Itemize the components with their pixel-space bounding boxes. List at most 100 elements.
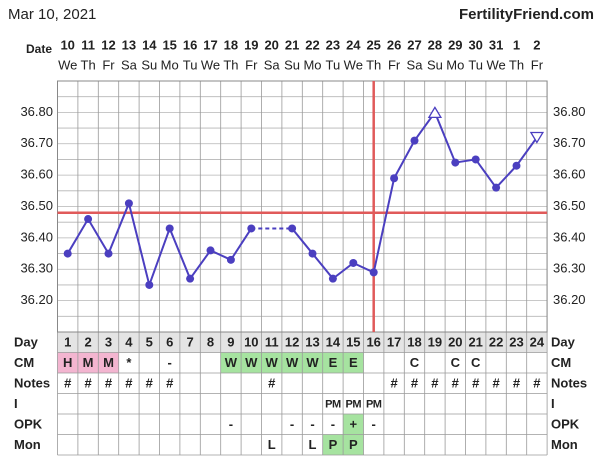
weekday-label: Fr [388, 57, 401, 72]
weekday-label: Th [81, 57, 96, 72]
weekday-label: Fr [102, 57, 115, 72]
row-label: Day [551, 335, 576, 350]
x-tick-label: 14 [142, 37, 157, 52]
row-label: CM [14, 355, 34, 370]
temperature-marker [427, 106, 443, 119]
x-tick-label: 28 [428, 37, 442, 52]
table-cell: # [472, 376, 480, 391]
cell-fill [57, 332, 78, 353]
weekday-label: We [201, 57, 220, 72]
x-tick-label: 21 [285, 37, 299, 52]
y-tick-label: 36.50 [553, 198, 586, 213]
cell-fill [98, 332, 119, 353]
weekday-label: Su [284, 57, 300, 72]
cell-fill [200, 332, 221, 353]
table-cell: 8 [207, 335, 214, 350]
table-cell: 18 [407, 335, 421, 350]
date-label: Date [26, 42, 52, 56]
x-tick-label: 16 [183, 37, 197, 52]
x-tick-label: 15 [162, 37, 176, 52]
x-tick-label: 18 [224, 37, 238, 52]
weekday-label: Sa [121, 57, 138, 72]
weekday-label: Su [427, 57, 443, 72]
cell-fill [322, 434, 344, 455]
table-cell: 5 [146, 335, 153, 350]
cell-fill [98, 352, 119, 373]
table-cell: 12 [285, 335, 299, 350]
row-label: Notes [551, 376, 587, 391]
temperature-marker [145, 280, 154, 289]
cell-fill [404, 332, 425, 353]
cell-fill [445, 332, 466, 353]
temperature-marker [369, 268, 378, 277]
cell-fill [343, 434, 364, 455]
row-label: Day [14, 335, 39, 350]
table-cell: 23 [509, 335, 523, 350]
temperature-marker [410, 136, 419, 145]
weekday-label: Fr [245, 57, 258, 72]
table-cell: C [451, 355, 461, 370]
cell-fill [343, 352, 364, 373]
cell-fill [343, 332, 364, 353]
table-cell: PM [366, 399, 382, 411]
y-tick-label: 36.20 [553, 292, 586, 307]
weekday-label: Tu [468, 57, 483, 72]
table-cell: PM [346, 399, 362, 411]
table-cell: 9 [227, 335, 234, 350]
table-cell: 20 [448, 335, 462, 350]
weekday-label: Mo [161, 57, 179, 72]
cell-fill [241, 352, 262, 373]
table-cell: 21 [468, 335, 482, 350]
cell-fill [526, 332, 548, 353]
x-tick-label: 31 [489, 37, 503, 52]
x-tick-label: 30 [468, 37, 482, 52]
cell-fill [57, 352, 78, 373]
row-label: I [14, 396, 18, 411]
x-tick-label: 27 [407, 37, 421, 52]
table-cell: PM [325, 399, 341, 411]
temperature-marker [104, 249, 113, 258]
cell-fill [220, 332, 242, 353]
weekday-label: Mo [446, 57, 464, 72]
x-tick-label: 23 [326, 37, 340, 52]
cell-fill [281, 352, 303, 373]
x-tick-label: 25 [366, 37, 380, 52]
cell-fill [159, 332, 180, 353]
cell-fill [343, 414, 364, 435]
table-cell: W [225, 355, 238, 370]
temperature-marker [63, 249, 72, 258]
table-cell: # [146, 376, 154, 391]
table-cell: W [266, 355, 279, 370]
table-cell: * [126, 355, 132, 370]
x-tick-label: 26 [387, 37, 401, 52]
table-cell: 11 [265, 335, 279, 350]
weekday-label: We [58, 57, 77, 72]
x-tick-label: 10 [60, 37, 74, 52]
x-tick-label: 29 [448, 37, 462, 52]
y-tick-label: 36.70 [20, 135, 53, 150]
y-tick-label: 36.60 [553, 167, 586, 182]
cell-fill [302, 352, 323, 373]
x-tick-label: 24 [346, 37, 361, 52]
table-cell: + [350, 417, 358, 432]
cell-fill [241, 332, 262, 353]
row-label: CM [551, 355, 571, 370]
temperature-marker [186, 274, 195, 283]
temperature-marker [84, 215, 93, 224]
table-cell: # [84, 376, 92, 391]
cell-fill [485, 332, 507, 353]
table-cell: 7 [186, 335, 193, 350]
cell-fill [363, 332, 384, 353]
temperature-marker [349, 258, 358, 267]
cell-fill [322, 352, 344, 373]
table-cell: W [306, 355, 319, 370]
cell-fill [383, 332, 405, 353]
cell-fill [139, 332, 160, 353]
cell-fill [322, 332, 344, 353]
cell-fill [424, 332, 446, 353]
table-cell: - [331, 417, 335, 432]
weekday-label: Th [366, 57, 381, 72]
table-cell: E [349, 355, 358, 370]
y-tick-label: 36.50 [20, 198, 53, 213]
